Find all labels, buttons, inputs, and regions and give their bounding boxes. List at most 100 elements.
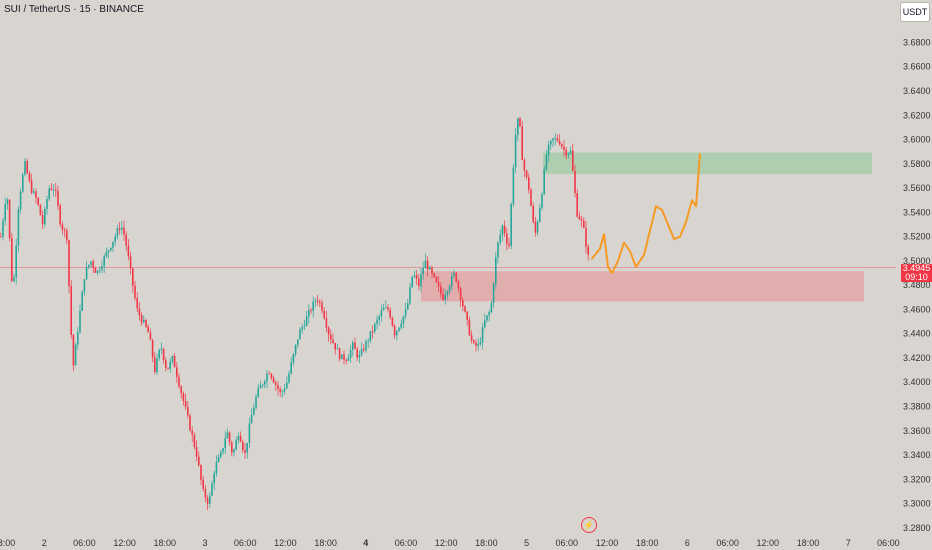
candle-body — [61, 224, 64, 230]
candle-body — [99, 269, 101, 271]
candle-body — [149, 332, 152, 341]
candle-body — [255, 396, 257, 408]
candle-body — [257, 388, 259, 397]
y-axis-tick-label: 3.3800 — [903, 402, 931, 412]
candle-body — [415, 275, 418, 279]
candle-body — [552, 138, 554, 141]
candle-body — [528, 177, 530, 190]
candle-body — [561, 144, 563, 147]
candle-body — [28, 173, 31, 181]
candle-body — [275, 382, 277, 385]
candle-body — [391, 317, 394, 326]
currency-button[interactable]: USDT — [900, 2, 930, 22]
candle-body — [299, 329, 301, 340]
candle-body — [380, 310, 383, 317]
candle-body — [103, 256, 105, 267]
x-axis-tick-label: 18:00 — [0, 538, 15, 548]
candle-body — [387, 307, 389, 310]
candle-body — [59, 205, 61, 225]
candle-body — [94, 267, 97, 273]
candle-body — [470, 335, 473, 341]
candle-body — [402, 316, 405, 324]
candle-body — [352, 342, 354, 350]
y-axis-tick-label: 3.5000 — [903, 256, 931, 266]
y-axis-tick-label: 3.4600 — [903, 304, 931, 314]
candle-body — [338, 348, 341, 360]
candle-body — [420, 274, 422, 287]
candle-body — [400, 323, 402, 328]
candle-body — [336, 348, 339, 350]
candle-body — [266, 373, 268, 382]
candle-body — [451, 276, 453, 287]
candle-body — [558, 140, 561, 145]
y-axis-tick-label: 3.5800 — [903, 159, 931, 169]
candle-body — [532, 205, 534, 222]
candle-body — [13, 277, 15, 282]
candle-body — [492, 283, 495, 303]
candle-body — [374, 323, 376, 332]
x-axis-tick-label: 06:00 — [556, 538, 579, 548]
candle-body — [57, 190, 59, 206]
y-axis-tick-label: 3.3600 — [903, 426, 931, 436]
candle-body — [367, 340, 369, 342]
candle-body — [545, 155, 548, 170]
candle-body — [455, 272, 457, 282]
candle-body — [583, 220, 585, 228]
candle-body — [442, 293, 444, 300]
candle-body — [550, 140, 552, 145]
candle-body — [587, 246, 589, 255]
supply-zone — [543, 152, 872, 175]
candle-body — [422, 268, 424, 275]
candle-body — [517, 118, 519, 135]
candle-body — [173, 355, 176, 368]
y-axis-tick-label: 3.3000 — [903, 499, 931, 509]
candle-body — [323, 310, 325, 319]
y-axis-tick-label: 3.5400 — [903, 207, 931, 217]
candle-body — [389, 309, 391, 318]
candle-body — [459, 288, 462, 301]
y-axis-tick-label: 3.6400 — [903, 86, 931, 96]
candle-body — [585, 227, 587, 247]
candle-body — [2, 220, 4, 237]
candle-body — [66, 230, 68, 241]
candle-body — [523, 160, 526, 171]
candle-body — [171, 355, 174, 362]
last-price-label: 3.4945 09:10 — [901, 263, 932, 282]
last-price-countdown: 09:10 — [905, 271, 928, 282]
candle-body — [158, 349, 160, 359]
candle-body — [580, 219, 583, 221]
candle-body — [305, 316, 308, 326]
x-axis-tick-label: 06:00 — [877, 538, 900, 548]
candle-body — [132, 268, 134, 286]
candle-body — [314, 300, 317, 302]
x-axis-tick-label: 3 — [202, 538, 207, 548]
candle-body — [204, 488, 207, 498]
candle-body — [162, 348, 165, 361]
candle-body — [237, 436, 240, 441]
candle-body — [365, 341, 367, 351]
x-axis-tick-label: 06:00 — [716, 538, 739, 548]
candle-body — [556, 138, 559, 141]
candle-body — [50, 188, 53, 191]
x-axis-tick-label: 18:00 — [797, 538, 820, 548]
demand-zone — [421, 271, 864, 302]
candle-body — [393, 325, 396, 336]
candle-body — [286, 382, 288, 389]
candle-body — [495, 257, 497, 284]
candle-body — [233, 449, 235, 453]
candle-body — [77, 332, 79, 345]
candle-body — [435, 276, 438, 283]
candle-body — [272, 377, 275, 383]
candle-body — [514, 134, 517, 168]
candle-body — [268, 373, 270, 375]
candle-body — [510, 204, 512, 246]
go-live-button[interactable]: ⚡ — [581, 517, 597, 533]
candle-body — [209, 495, 211, 504]
y-axis-tick-label: 3.4400 — [903, 329, 931, 339]
candle-body — [578, 216, 581, 220]
candle-body — [341, 354, 343, 360]
candle-body — [356, 349, 358, 358]
candle-body — [330, 334, 332, 340]
